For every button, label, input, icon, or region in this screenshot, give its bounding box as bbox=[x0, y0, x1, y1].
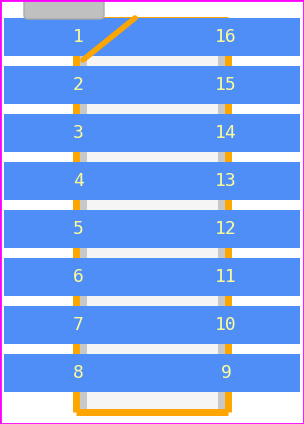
Bar bbox=[152, 114, 300, 152]
Text: 11: 11 bbox=[215, 268, 237, 286]
Bar bbox=[4, 66, 152, 104]
Text: 5: 5 bbox=[73, 220, 83, 238]
Text: 12: 12 bbox=[215, 220, 237, 238]
FancyBboxPatch shape bbox=[24, 0, 104, 19]
Bar bbox=[152, 66, 300, 104]
Text: 8: 8 bbox=[73, 364, 83, 382]
Text: 16: 16 bbox=[215, 28, 237, 46]
Text: 9: 9 bbox=[221, 364, 231, 382]
Text: 2: 2 bbox=[73, 76, 83, 94]
Text: 1: 1 bbox=[73, 28, 83, 46]
Text: 14: 14 bbox=[215, 124, 237, 142]
Bar bbox=[152, 210, 300, 248]
Bar bbox=[4, 210, 152, 248]
Bar bbox=[4, 306, 152, 344]
Bar bbox=[4, 18, 152, 56]
Text: 3: 3 bbox=[73, 124, 83, 142]
Text: 13: 13 bbox=[215, 172, 237, 190]
Text: 15: 15 bbox=[215, 76, 237, 94]
Bar bbox=[152, 306, 300, 344]
Bar bbox=[4, 162, 152, 200]
Text: 6: 6 bbox=[73, 268, 83, 286]
Bar bbox=[152, 354, 300, 392]
Bar bbox=[4, 354, 152, 392]
Text: 10: 10 bbox=[215, 316, 237, 334]
Bar bbox=[4, 258, 152, 296]
Bar bbox=[4, 114, 152, 152]
Bar bbox=[152, 18, 300, 56]
Text: 4: 4 bbox=[73, 172, 83, 190]
Bar bbox=[152, 258, 300, 296]
Text: 7: 7 bbox=[73, 316, 83, 334]
Bar bbox=[83, 20, 221, 412]
Bar bbox=[152, 162, 300, 200]
